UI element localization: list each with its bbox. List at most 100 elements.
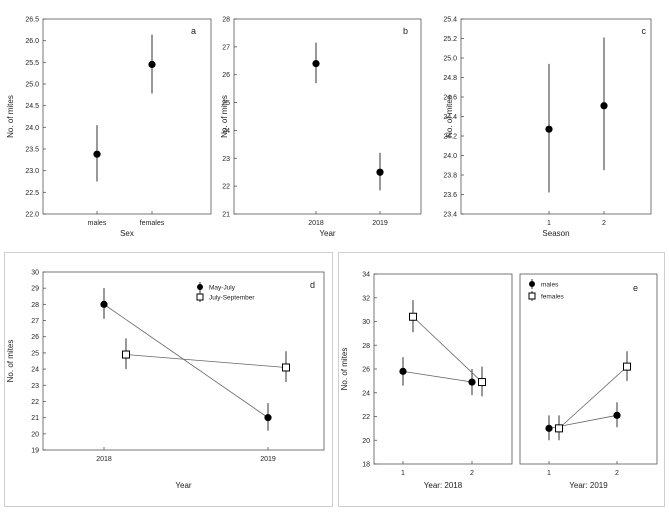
panel-3-y-tick-label: 28: [31, 302, 39, 309]
panel-3-y-tick-label: 29: [31, 286, 39, 293]
panel-3-series-1-line: [125, 354, 287, 368]
panel-0-y-tick-label: 25.5: [25, 60, 39, 67]
panel-4-series-1-line: [412, 316, 483, 383]
panel-1-plot-frame: [233, 18, 422, 215]
panel-3-y-tick-label: 27: [31, 318, 39, 325]
panel-4-series-0-line: [402, 370, 473, 383]
panel-3-plot-frame: [42, 271, 325, 451]
panel-3-y-tick-label: 30: [31, 270, 39, 277]
panel-3-y-tick-label: 25: [31, 350, 39, 357]
panel-0-series-0-point: [148, 60, 156, 69]
panel-0-y-tick-label: 24.5: [25, 103, 39, 110]
panel-2-letter: c: [642, 26, 647, 36]
panel-3-series-0-point: [264, 414, 272, 422]
panel-2-y-tick-label: 24.4: [443, 114, 457, 121]
legend-d-1-label: July-September: [209, 295, 255, 302]
panel-2-y-tick-label: 25.4: [443, 17, 457, 24]
panel-3-y-tick-label: 24: [31, 367, 39, 374]
panel-3-y-tick-label: 21: [31, 415, 39, 422]
panel-0-series-0-point: [93, 150, 101, 158]
panel-0-y-tick-label: 23.5: [25, 147, 39, 154]
panel-2-y-tick-label: 23.6: [443, 192, 457, 199]
panel-0-y-tick-label: 26.5: [25, 17, 39, 24]
panel-0-x-axis-title: Sex: [120, 229, 134, 238]
panel-0-x-tick-label: females: [140, 220, 165, 227]
panel-2-y-tick-label: 25.2: [443, 36, 457, 43]
panel-1-x-axis-title: Year: [319, 229, 336, 238]
panel-5-letter: e: [633, 283, 638, 293]
panel-4-series-0-point: [399, 367, 407, 375]
panel-5-series-1-line: [558, 366, 628, 429]
panel-0-x-tick-label: males: [88, 220, 107, 227]
panel-5-x-axis-title: Year: 2019: [569, 481, 608, 490]
panel-5-series-1-point: [623, 362, 631, 371]
panel-1-series-0-point: [376, 168, 384, 176]
panel-3-x-tick-label: 2019: [260, 456, 276, 463]
panel-3-y-axis-title: No. of mites: [6, 340, 15, 383]
panel-2-y-tick-label: 24.0: [443, 153, 457, 160]
panel-3-y-tick-label: 19: [31, 448, 39, 455]
panel-4-x-tick-label: 1: [401, 470, 405, 477]
panel-2-x-tick-label: 1: [547, 220, 551, 227]
panel-1-x-tick-label: 2018: [308, 220, 324, 227]
panel-2-x-tick-label: 2: [602, 220, 606, 227]
panel-2-y-tick-label: 24.2: [443, 134, 457, 141]
legend-d-0-marker: [197, 284, 203, 290]
panel-3-y-tick-label: 26: [31, 334, 39, 341]
panel-0-y-tick-label: 25.0: [25, 82, 39, 89]
panel-1-series-0-point: [312, 59, 320, 68]
panel-5-x-tick-label: 1: [547, 470, 551, 477]
panel-0-letter: a: [191, 26, 196, 36]
panel-4-series-1-point: [478, 378, 486, 387]
panel-4-y-tick-label: 18: [362, 462, 370, 469]
panel-2-series-0-point: [600, 102, 608, 110]
panel-0-y-tick-label: 24.0: [25, 125, 39, 132]
panel-5-series-0-point: [545, 424, 553, 432]
panel-5-x-tick-label: 2: [615, 470, 619, 477]
panel-4-x-tick-label: 2: [470, 470, 474, 477]
panel-0-plot-frame: [42, 18, 212, 215]
legend-d-1-marker: [196, 293, 204, 301]
panel-1-y-tick-label: 26: [222, 72, 230, 79]
panel-1-x-tick-label: 2019: [372, 220, 388, 227]
panel-2-y-tick-label: 25.0: [443, 56, 457, 63]
panel-2-y-tick-label: 23.4: [443, 212, 457, 219]
panel-2-series-0-point: [545, 125, 553, 133]
panel-5-series-0-point: [613, 411, 621, 419]
panel-4-y-tick-label: 20: [362, 438, 370, 445]
panel-2-y-tick-label: 24.6: [443, 95, 457, 102]
panel-3-series-0-point: [100, 300, 108, 308]
panel-0-y-tick-label: 23.0: [25, 168, 39, 175]
panel-1-y-tick-label: 24: [222, 128, 230, 135]
panel-1-y-tick-label: 28: [222, 17, 230, 24]
panel-4-series-1-point: [409, 312, 417, 321]
panel-1-y-axis-title: No. of mites: [220, 95, 229, 138]
panel-3-series-0-line: [103, 304, 269, 418]
panel-0-y-tick-label: 26.0: [25, 38, 39, 45]
panel-5-series-1-point: [555, 424, 563, 433]
panel-4-y-tick-label: 22: [362, 414, 370, 421]
legend-e-0-label: males: [541, 282, 559, 289]
legend-e-0-marker: [529, 281, 535, 287]
legend-e-1-label: females: [541, 294, 565, 301]
panel-4-series-0-point: [468, 378, 476, 386]
panel-3-series-1-point: [282, 363, 290, 372]
panel-1-y-tick-label: 25: [222, 100, 230, 107]
panel-1-y-tick-label: 21: [222, 212, 230, 219]
panel-1-y-tick-label: 27: [222, 44, 230, 51]
panel-4-y-tick-label: 28: [362, 343, 370, 350]
panel-5-plot-frame: [519, 273, 658, 465]
panel-3-x-axis-title: Year: [175, 481, 192, 490]
lower-right-frame: [338, 252, 665, 507]
legend-d-0-label: May-July: [209, 285, 236, 292]
panel-3-letter: d: [310, 280, 315, 290]
panel-4-y-tick-label: 32: [362, 295, 370, 302]
panel-3-y-tick-label: 20: [31, 431, 39, 438]
panel-4-y-axis-title: No. of mites: [340, 348, 349, 391]
panel-0-y-axis-title: No. of mites: [6, 95, 15, 138]
panel-3-series-1-point: [122, 350, 130, 359]
panel-4-y-tick-label: 30: [362, 319, 370, 326]
panel-2-y-axis-title: No. of mites: [445, 95, 454, 138]
